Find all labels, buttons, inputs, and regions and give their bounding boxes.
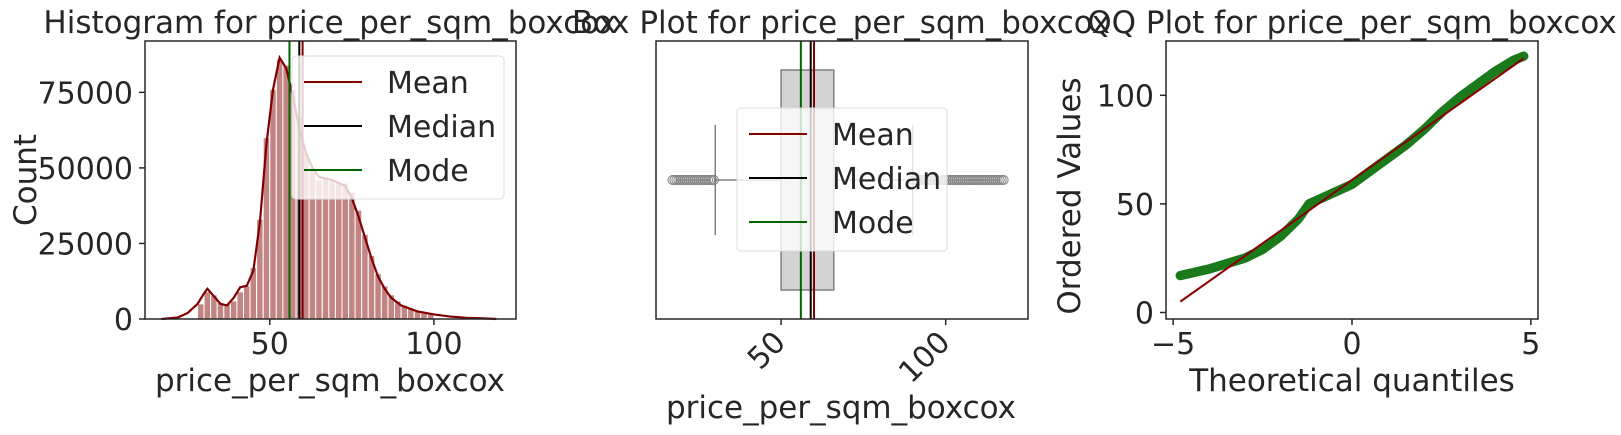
x-tick-label: 5: [1521, 327, 1540, 362]
histogram-bar: [242, 285, 251, 320]
boxplot-title: Box Plot for price_per_sqm_boxcox: [572, 5, 1110, 41]
y-tick-label: 100: [1097, 79, 1154, 114]
histogram-bar: [236, 291, 244, 320]
legend-mode-label: Mode: [832, 206, 914, 241]
outlier-point: [708, 175, 719, 185]
qq-title: QQ Plot for price_per_sqm_boxcox: [1087, 5, 1616, 41]
outlier-point: [998, 175, 1009, 185]
histogram-legend: Mean Median Mode: [291, 55, 505, 200]
y-tick-label: 75000: [38, 76, 133, 111]
boxplot-legend: Mean Median Mode: [736, 107, 948, 252]
y-tick-label: 50: [1116, 188, 1154, 223]
qq-panel: QQ Plot for price_per_sqm_boxcox −5 0 5050…: [1052, 5, 1617, 399]
x-tick-label: 50: [741, 325, 793, 377]
x-tick-label: −5: [1151, 327, 1195, 362]
histogram-bar: [275, 58, 284, 320]
legend-median-label: Median: [387, 110, 496, 145]
histogram-bar: [315, 179, 323, 320]
histogram-xlabel: price_per_sqm_boxcox: [155, 363, 505, 399]
histogram-title: Histogram for price_per_sqm_boxcox: [43, 5, 616, 41]
qq-ylabel: Ordered Values: [1052, 77, 1088, 314]
histogram-bar: [269, 88, 277, 320]
legend-median-label: Median: [832, 162, 941, 197]
legend-mean-label: Mean: [832, 118, 914, 153]
boxplot-panel: Box Plot for price_per_sqm_boxcox 50 100 …: [572, 5, 1110, 426]
x-tick-label: 100: [405, 327, 462, 362]
legend-box: [291, 55, 505, 200]
histogram-bar: [348, 191, 356, 320]
qq-xlabel: Theoretical quantiles: [1188, 363, 1515, 399]
qq-fit-line: [1179, 57, 1525, 303]
legend-mode-label: Mode: [387, 154, 469, 189]
histogram-panel: Histogram for price_per_sqm_boxcox 50 100…: [8, 5, 617, 399]
histogram-bar: [229, 300, 238, 320]
histogram-bar: [328, 179, 336, 320]
histogram-bar: [197, 303, 205, 320]
y-tick-label: 0: [114, 303, 133, 338]
boxplot-xlabel: price_per_sqm_boxcox: [666, 390, 1016, 426]
histogram-bar: [341, 182, 350, 320]
y-tick-label: 0: [1135, 296, 1154, 331]
x-tick-label: 50: [251, 327, 289, 362]
x-tick-label: 0: [1342, 327, 1361, 362]
boxplot-frame: [655, 40, 1029, 320]
histogram-bar: [203, 291, 212, 320]
histogram-bar: [334, 182, 343, 320]
qq-point: [1518, 51, 1529, 61]
x-tick-label: 100: [892, 325, 957, 390]
legend-box: [736, 107, 948, 252]
y-tick-label: 25000: [38, 227, 133, 262]
y-tick-label: 50000: [38, 152, 133, 187]
histogram-ylabel: Count: [8, 134, 44, 226]
histogram-frame: [144, 40, 517, 320]
legend-mean-label: Mean: [387, 66, 469, 101]
